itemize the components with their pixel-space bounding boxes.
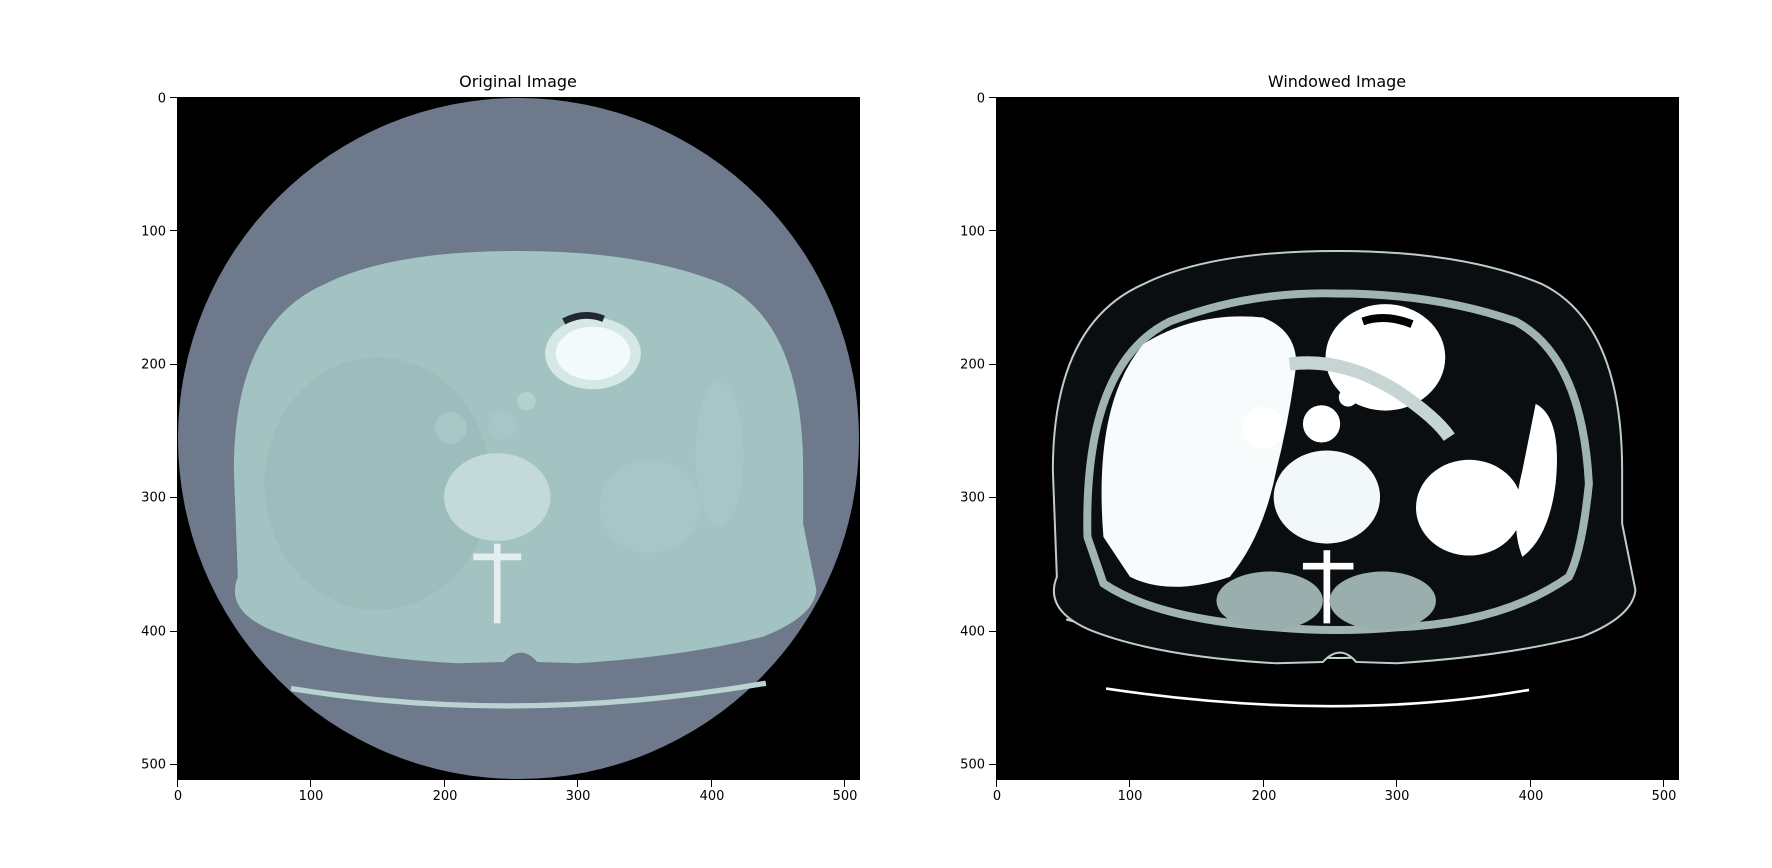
y-tick-label: 0: [157, 91, 166, 107]
x-tick-label: 300: [1384, 789, 1410, 804]
windowed-image: [996, 97, 1679, 780]
y-tick-label: 300: [960, 490, 985, 506]
x-tick-label: 400: [1518, 789, 1544, 804]
x-tick-label: 0: [173, 789, 183, 804]
x-tick-label: 200: [1251, 789, 1277, 804]
y-tick-label: 400: [960, 624, 985, 640]
y-tick-label: 400: [141, 624, 166, 640]
y-tick-label: 100: [960, 224, 985, 240]
original-image: [177, 97, 860, 780]
y-tick-label: 100: [141, 224, 166, 240]
y-tick-label: 500: [960, 757, 985, 773]
y-tick-label: 500: [141, 757, 166, 773]
x-tick-label: 300: [565, 789, 591, 804]
x-tick-label: 200: [432, 789, 458, 804]
windowed-ct-scan: [997, 98, 1678, 779]
x-tick-label: 500: [832, 789, 858, 804]
y-tick-label: 200: [960, 357, 985, 373]
x-tick-label: 100: [1117, 789, 1143, 804]
windowed-image-title: Windowed Image: [1267, 72, 1407, 91]
x-tick-label: 0: [992, 789, 1002, 804]
y-tick-label: 0: [976, 91, 985, 107]
x-tick-label: 400: [699, 789, 725, 804]
original-image-title: Original Image: [459, 72, 577, 91]
y-tick-label: 200: [141, 357, 166, 373]
x-tick-label: 500: [1651, 789, 1677, 804]
x-tick-label: 100: [298, 789, 324, 804]
original-ct-scan: [178, 98, 859, 779]
y-tick-label: 300: [141, 490, 166, 506]
